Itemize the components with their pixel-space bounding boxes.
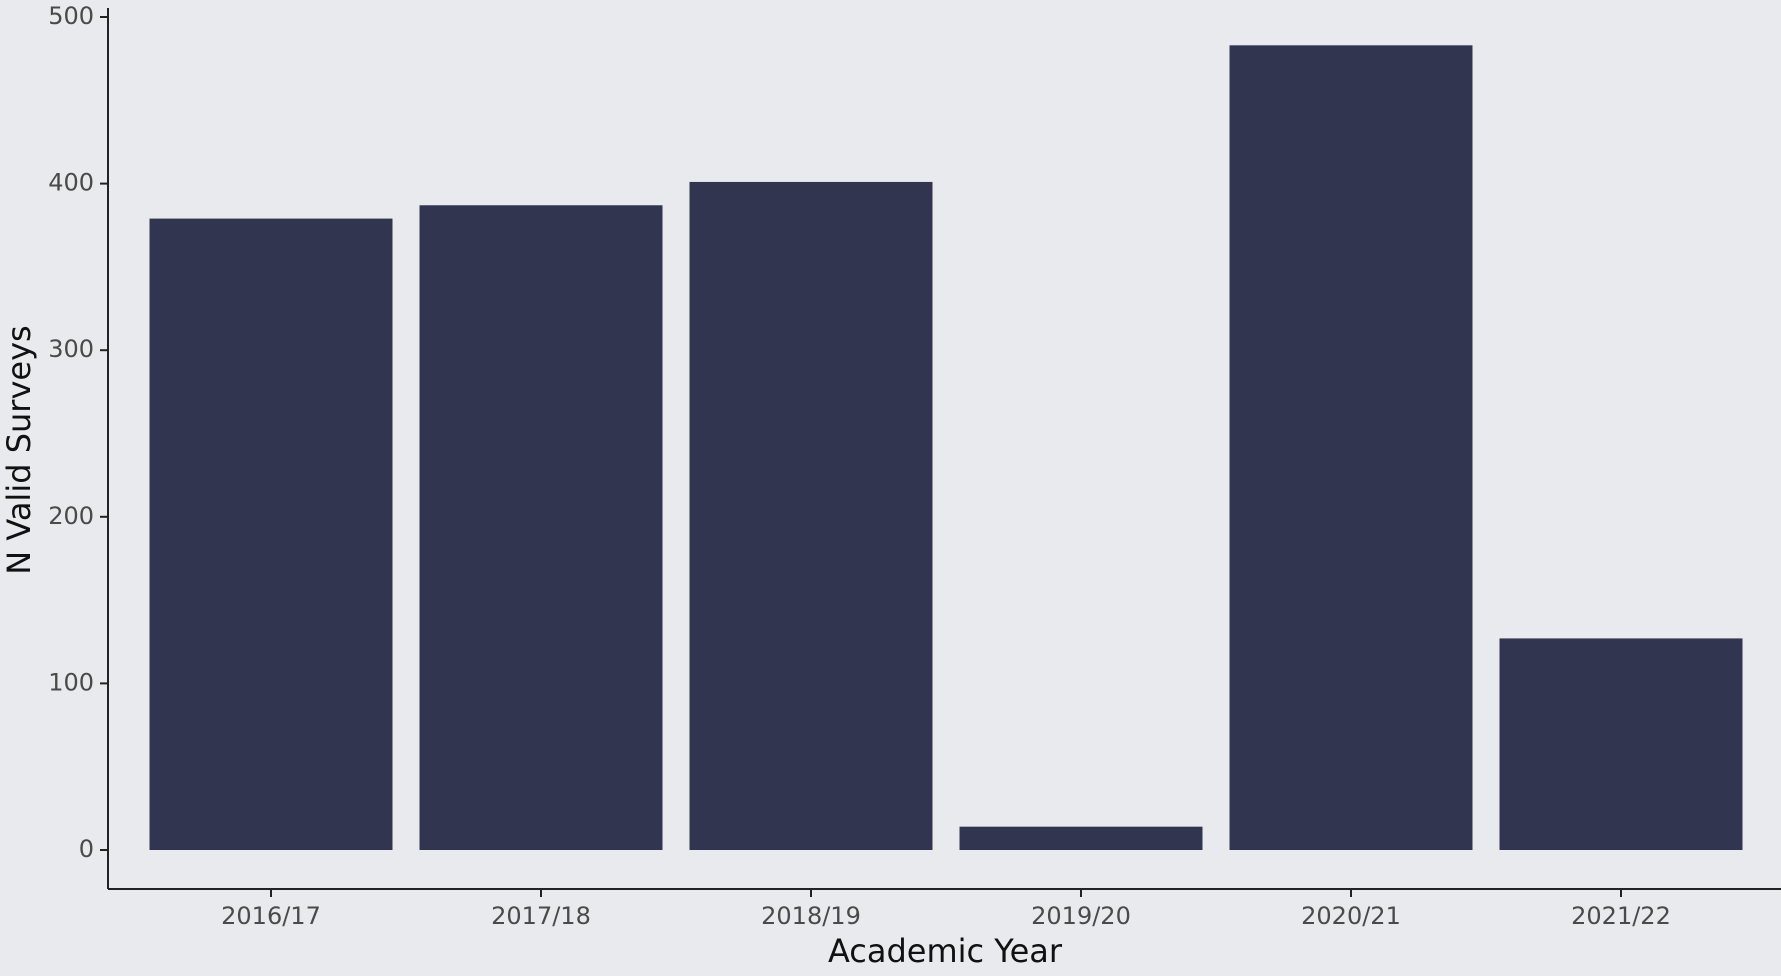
y-tick-label-500: 500 — [48, 2, 94, 30]
bar-2017-18 — [419, 205, 663, 850]
x-tick-label-2019-20: 2019/20 — [1031, 902, 1131, 930]
x-tick-label-2021-22: 2021/22 — [1571, 902, 1671, 930]
bar-2018-19 — [689, 181, 933, 850]
x-tick-label-2016-17: 2016/17 — [221, 902, 321, 930]
y-tick-label-200: 200 — [48, 502, 94, 530]
x-tick-label-2018-19: 2018/19 — [761, 902, 861, 930]
y-tick-label-100: 100 — [48, 668, 94, 696]
x-tick-label-2017-18: 2017/18 — [491, 902, 591, 930]
bar-2019-20 — [959, 826, 1203, 850]
bar-2020-21 — [1229, 45, 1473, 850]
y-axis-ticks: 0 100 200 300 400 500 — [48, 2, 108, 863]
x-axis-title: Academic Year — [828, 932, 1063, 970]
y-tick-label-0: 0 — [79, 835, 94, 863]
x-tick-label-2020-21: 2020/21 — [1301, 902, 1401, 930]
bar-2016-17 — [149, 218, 393, 850]
y-tick-label-400: 400 — [48, 169, 94, 197]
bars-group — [149, 45, 1743, 850]
y-tick-label-300: 300 — [48, 335, 94, 363]
x-axis-ticks: 2016/17 2017/18 2018/19 2019/20 2020/21 2021/… — [221, 889, 1671, 930]
bar-2021-22 — [1499, 638, 1743, 850]
y-axis-title: N Valid Surveys — [0, 325, 38, 574]
